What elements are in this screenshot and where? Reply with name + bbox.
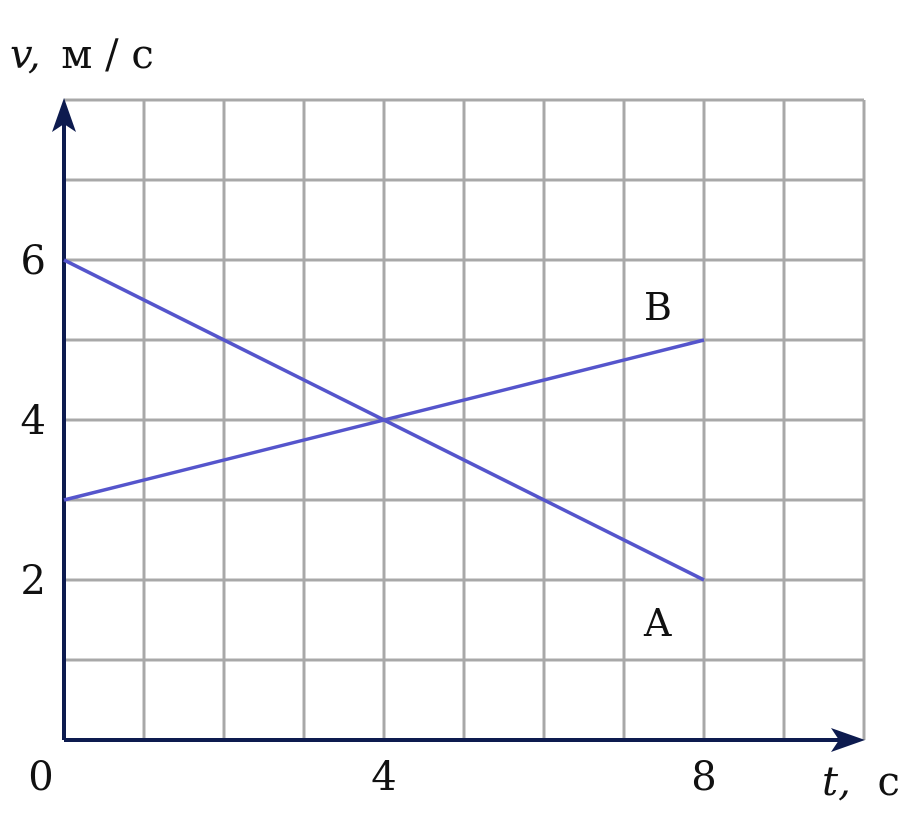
x-axis-unit: с <box>878 759 900 805</box>
series-lines <box>63 258 705 582</box>
x-tick-label: 4 <box>371 754 396 800</box>
y-tick-label: 2 <box>21 558 46 604</box>
y-axis-symbol: v, <box>10 32 41 78</box>
x-axis-symbol: t, <box>822 759 851 805</box>
y-tick-label: 4 <box>21 398 46 444</box>
tick-labels: 0 4 8 2 4 6 <box>21 238 717 800</box>
axes <box>52 98 865 752</box>
x-tick-label: 8 <box>691 754 716 800</box>
grid <box>64 98 866 740</box>
x-axis-arrow-icon <box>831 728 865 752</box>
series-label-A: A <box>643 601 672 645</box>
series-label-B: B <box>644 285 672 329</box>
y-tick-label: 6 <box>21 238 46 284</box>
series-line-B <box>63 338 705 502</box>
y-axis-unit: м / с <box>61 32 153 78</box>
x-axis-label: t, с <box>822 759 900 805</box>
series-labels: AB <box>643 285 672 645</box>
y-axis-label: v, м / с <box>10 32 154 78</box>
x-tick-label: 0 <box>28 754 53 800</box>
y-axis-arrow-icon <box>52 98 76 132</box>
